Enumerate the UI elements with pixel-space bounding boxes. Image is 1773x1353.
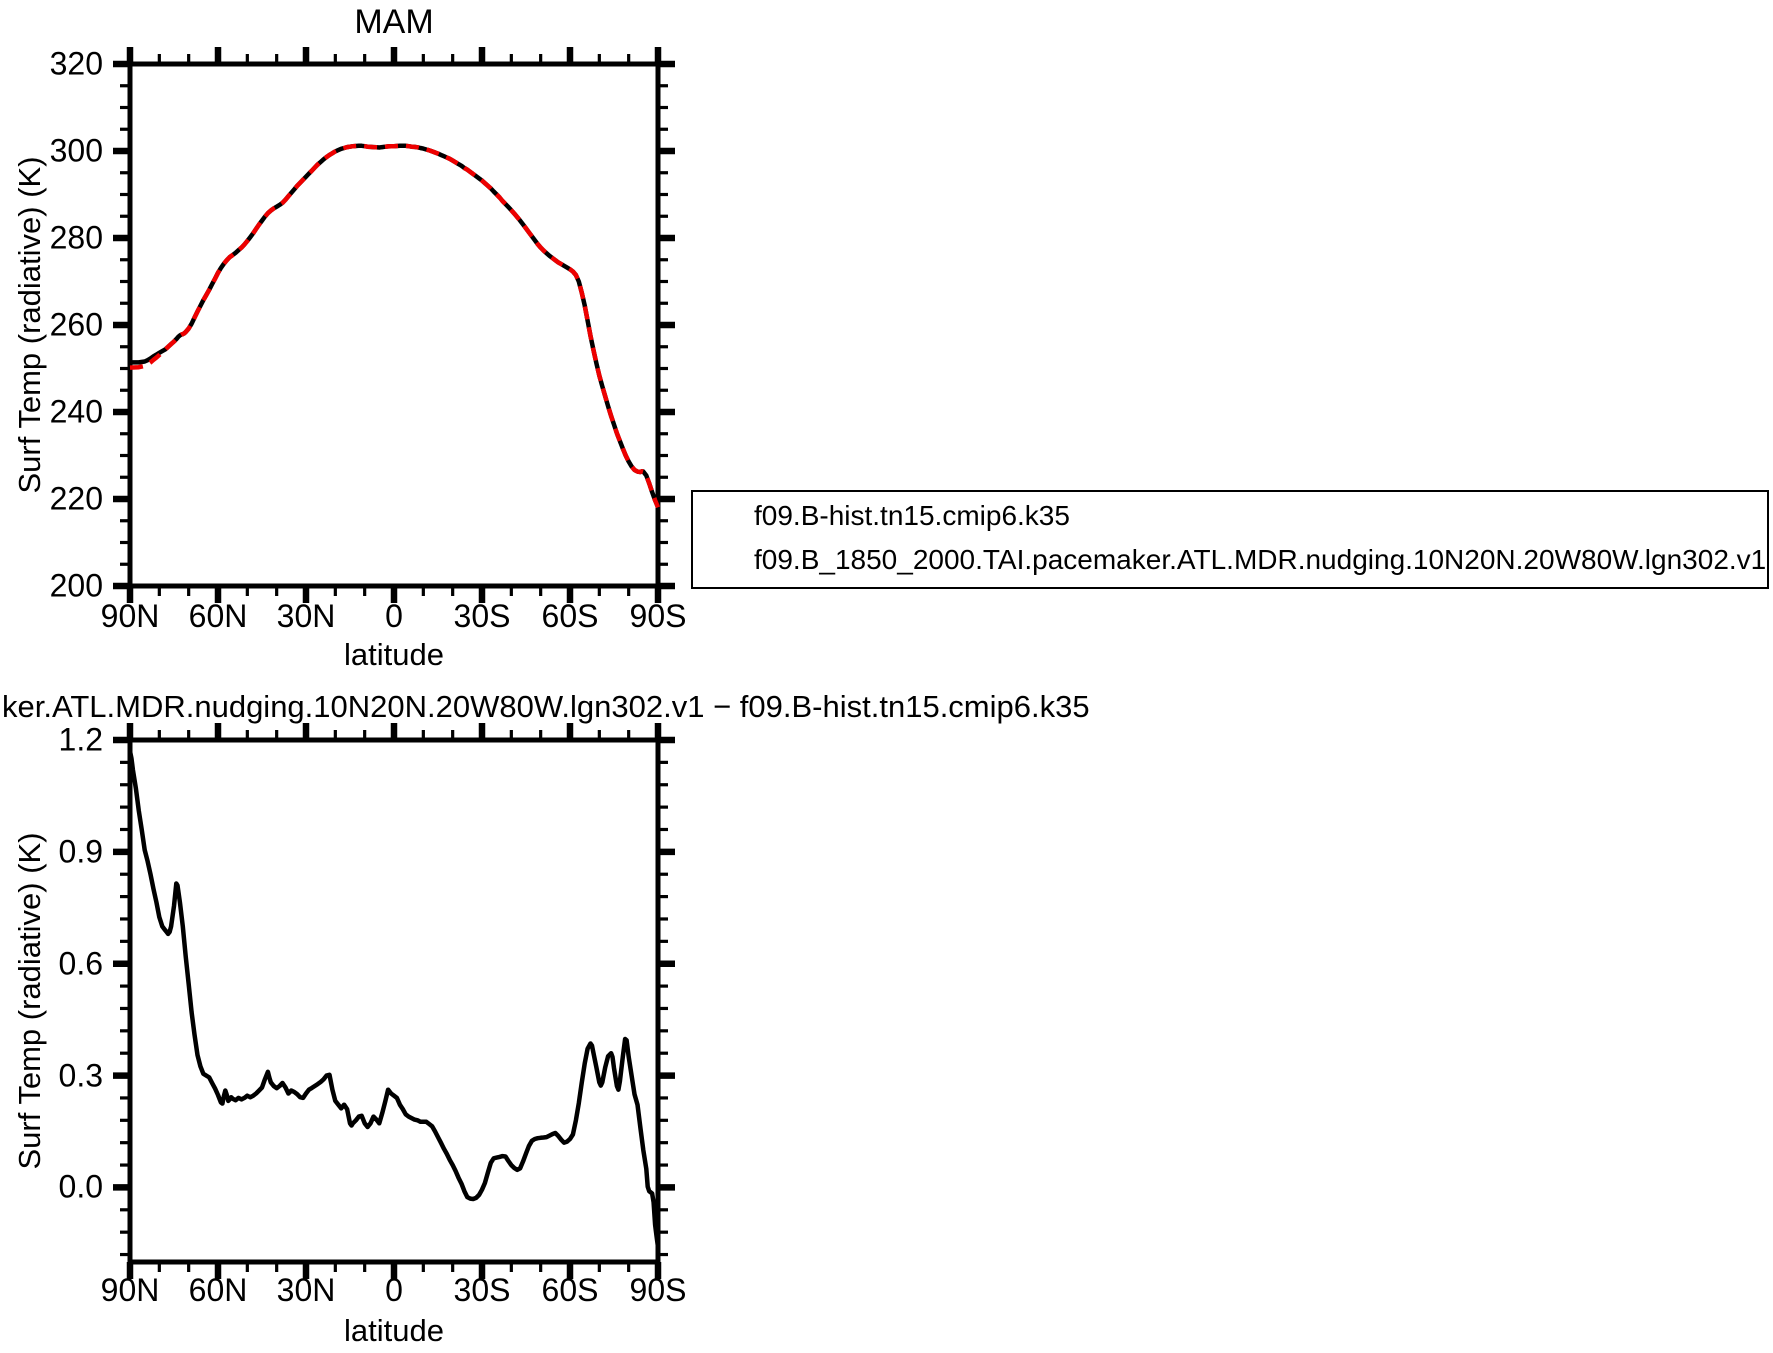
x-tick-label: 60S: [541, 1272, 599, 1308]
y-tick-label: 240: [49, 393, 103, 430]
series-line-red-dashed: [129, 143, 661, 509]
bottom-plot-ylabel: Surf Temp (radiative) (K): [12, 832, 47, 1170]
series-line-black: [127, 750, 661, 1248]
x-tick-label: 0: [385, 1272, 403, 1308]
legend-box: [691, 490, 1769, 589]
x-tick-label: 30S: [453, 598, 511, 634]
y-tick-label: 0.0: [58, 1168, 103, 1205]
y-tick-label: 260: [49, 306, 103, 343]
y-tick-label: 220: [49, 480, 103, 517]
y-tick-label: 0.9: [58, 833, 103, 870]
x-tick-label: 90N: [100, 598, 160, 634]
x-tick-label: 30N: [276, 598, 336, 634]
y-tick-label: 0.3: [58, 1057, 103, 1094]
legend-label-hist: f09.B-hist.tn15.cmip6.k35: [754, 500, 1070, 531]
plot-frame: [127, 737, 661, 1265]
x-tick-label: 30N: [276, 1272, 336, 1308]
x-tick-label: 90N: [100, 1272, 160, 1308]
x-tick-label: 90S: [629, 1272, 687, 1308]
bottom-plot-title: ker.ATL.MDR.nudging.10N20N.20W80W.lgn302…: [2, 689, 1090, 724]
top-plot-title: MAM: [354, 3, 434, 41]
y-tick-label: 200: [49, 567, 103, 604]
top-plot-xlabel: latitude: [344, 637, 444, 672]
bottom-plot-xlabel: latitude: [344, 1313, 444, 1348]
y-tick-label: 280: [49, 219, 103, 256]
y-tick-label: 0.6: [58, 945, 103, 982]
y-tick-label: 300: [49, 132, 103, 169]
plot-frame: [127, 61, 661, 589]
x-tick-label: 60N: [188, 1272, 248, 1308]
x-tick-label: 90S: [629, 598, 687, 634]
x-tick-label: 0: [385, 598, 403, 634]
series-line-black: [130, 143, 661, 509]
legend-label-pacemaker: f09.B_1850_2000.TAI.pacemaker.ATL.MDR.nu…: [754, 544, 1767, 575]
x-tick-label: 30S: [453, 1272, 511, 1308]
y-tick-label: 1.2: [58, 721, 103, 758]
y-tick-label: 320: [49, 45, 103, 82]
x-tick-label: 60S: [541, 598, 599, 634]
x-tick-label: 60N: [188, 598, 248, 634]
